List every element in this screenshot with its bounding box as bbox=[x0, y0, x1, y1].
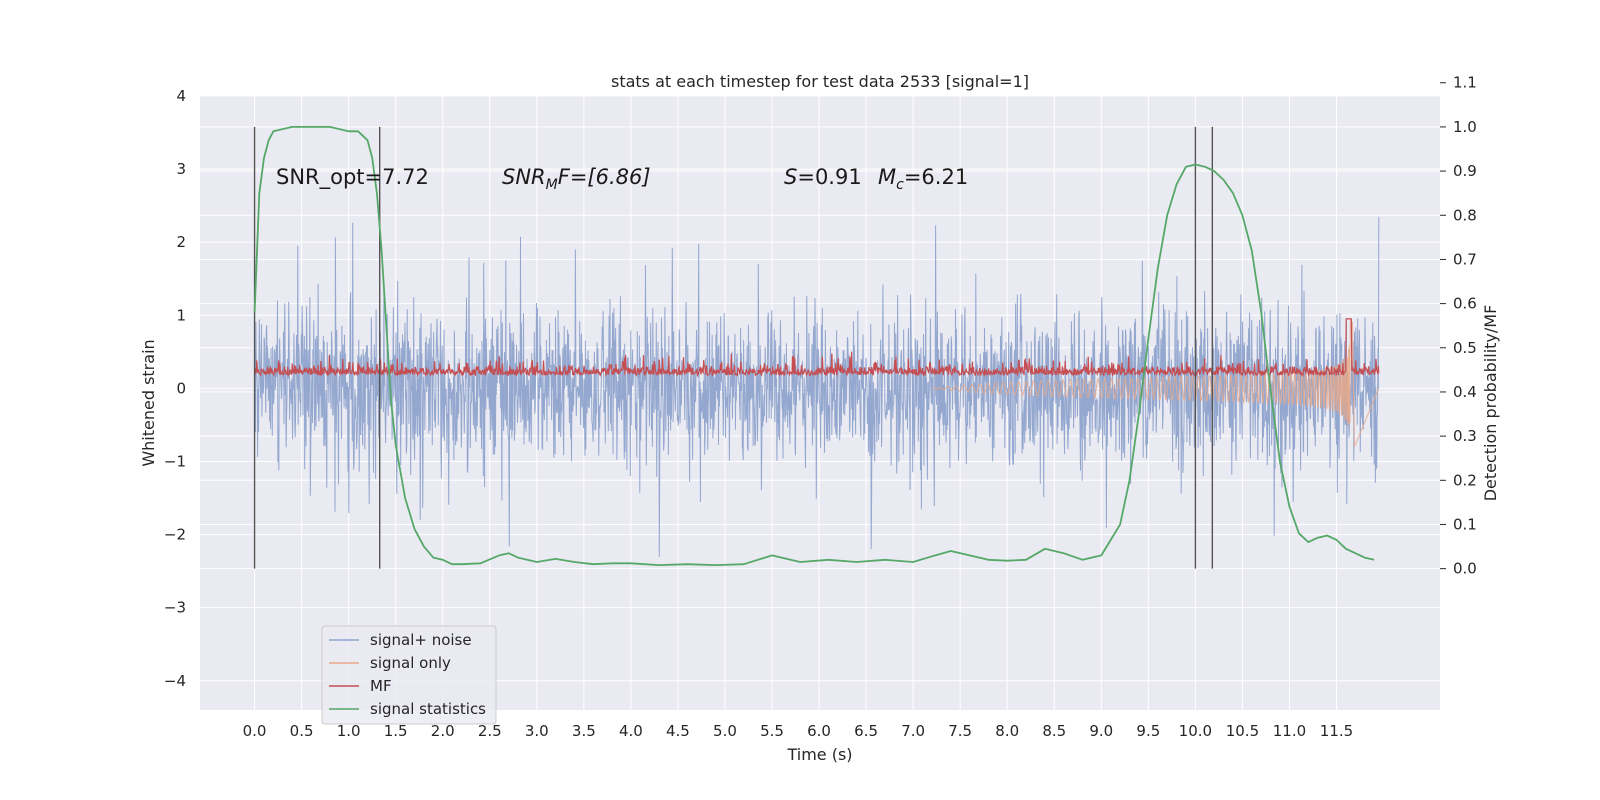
signal-statistics-line bbox=[253, 126, 1375, 566]
y2-tick-label: 0.5 bbox=[1453, 339, 1477, 357]
snr-opt-annotation: SNR_opt=7.72 bbox=[276, 165, 429, 190]
y2-tick-label: 0.9 bbox=[1453, 162, 1477, 180]
snr-mf-symbol: SNR bbox=[502, 165, 546, 189]
signal-statistics-series bbox=[253, 126, 1375, 566]
x-tick-label: 7.0 bbox=[901, 722, 925, 740]
x-tick-label: 4.5 bbox=[666, 722, 690, 740]
y-axis-label: Whitened strain bbox=[139, 339, 158, 466]
legend-label-signal-noise: signal+ noise bbox=[370, 631, 472, 649]
x-tick-labels: 0.0 0.5 1.0 1.5 2.0 2.5 3.0 3.5 4.0 4.5 5.0 5.5 6.0 6… bbox=[243, 722, 1354, 740]
mc-subscript: c bbox=[896, 177, 904, 193]
x-tick-label: 9.0 bbox=[1089, 722, 1113, 740]
mf-line bbox=[254, 318, 1380, 378]
y-tick-label: 3 bbox=[176, 160, 186, 178]
snr-mf-annotation: SNRMF=[6.86] bbox=[502, 165, 651, 193]
x-tick-label: 5.0 bbox=[713, 722, 737, 740]
y2-tick-label: 0.8 bbox=[1453, 206, 1477, 224]
legend: signal+ noise signal only MF signal stat… bbox=[321, 625, 497, 725]
x-tick-label: 1.0 bbox=[337, 722, 361, 740]
legend-label-signal-only: signal only bbox=[370, 654, 451, 672]
y-tick-label: 1 bbox=[176, 306, 186, 324]
legend-label-signal-statistics: signal statistics bbox=[370, 700, 486, 718]
x-tick-label: 10.5 bbox=[1226, 722, 1259, 740]
x-tick-label: 0.5 bbox=[290, 722, 314, 740]
s-symbol: S bbox=[784, 165, 797, 189]
x-tick-label: 1.5 bbox=[384, 722, 408, 740]
vertical-markers bbox=[253, 126, 1214, 569]
y-tick-label: −3 bbox=[164, 599, 186, 617]
chart-title: stats at each timestep for test data 253… bbox=[611, 72, 1029, 91]
y2-tick-label: 0.7 bbox=[1453, 250, 1477, 268]
y-tick-label: 4 bbox=[176, 87, 186, 105]
x-tick-label: 5.5 bbox=[760, 722, 784, 740]
x-tick-label: 7.5 bbox=[948, 722, 972, 740]
y2-tick-label: 0.1 bbox=[1453, 515, 1477, 533]
x-tick-label: 9.5 bbox=[1136, 722, 1160, 740]
signal-noise-series bbox=[254, 216, 1380, 557]
y-tick-label: −1 bbox=[164, 452, 186, 470]
y2-tick-label: 0.3 bbox=[1453, 427, 1477, 445]
s-value: =0.91 bbox=[797, 165, 861, 189]
x-tick-label: 11.0 bbox=[1273, 722, 1306, 740]
mc-symbol: M bbox=[878, 165, 896, 189]
x-tick-label: 2.5 bbox=[478, 722, 502, 740]
x-tick-label: 3.0 bbox=[525, 722, 549, 740]
legend-box bbox=[321, 625, 497, 725]
x-tick-label: 6.5 bbox=[854, 722, 878, 740]
mc-annotation: Mc=6.21 bbox=[878, 165, 968, 193]
x-tick-label: 4.0 bbox=[619, 722, 643, 740]
y2-tick-label: 0.0 bbox=[1453, 560, 1477, 578]
signal-noise-line bbox=[254, 216, 1380, 557]
y2-tick-label: 0.4 bbox=[1453, 383, 1477, 401]
x-axis-label: Time (s) bbox=[786, 745, 852, 764]
y2-axis-label: Detection probability/MF bbox=[1481, 305, 1500, 502]
x-tick-label: 8.5 bbox=[1042, 722, 1066, 740]
snr-mf-subscript: M bbox=[546, 177, 558, 193]
y-tick-label: 0 bbox=[176, 379, 186, 397]
y2-tick-label: 1.1 bbox=[1453, 74, 1477, 92]
x-tick-label: 0.0 bbox=[243, 722, 267, 740]
x-tick-label: 6.0 bbox=[807, 722, 831, 740]
y2-tick-labels: 1.1 1.0 0.9 0.8 0.7 0.6 0.5 0.4 0.3 0.2 0.1 0.0 bbox=[1440, 74, 1477, 578]
x-tick-label: 11.5 bbox=[1320, 722, 1353, 740]
s-annotation: S=0.91 bbox=[784, 165, 862, 189]
y-tick-label: −4 bbox=[164, 672, 186, 690]
y2-tick-label: 0.6 bbox=[1453, 295, 1477, 313]
mf-series bbox=[254, 318, 1380, 378]
snr-mf-value: F=[6.86] bbox=[558, 165, 651, 189]
x-tick-label: 2.0 bbox=[431, 722, 455, 740]
x-tick-label: 3.5 bbox=[572, 722, 596, 740]
x-tick-label: 10.0 bbox=[1179, 722, 1212, 740]
y-tick-label: 2 bbox=[176, 233, 186, 251]
y2-tick-label: 1.0 bbox=[1453, 118, 1477, 136]
y2-tick-label: 0.2 bbox=[1453, 471, 1477, 489]
legend-label-mf: MF bbox=[370, 677, 392, 695]
y-tick-label: −2 bbox=[164, 526, 186, 544]
x-tick-label: 8.0 bbox=[995, 722, 1019, 740]
y-tick-labels: 4 3 2 1 0 −1 −2 −3 −4 bbox=[164, 87, 186, 690]
mc-value: =6.21 bbox=[904, 165, 968, 189]
